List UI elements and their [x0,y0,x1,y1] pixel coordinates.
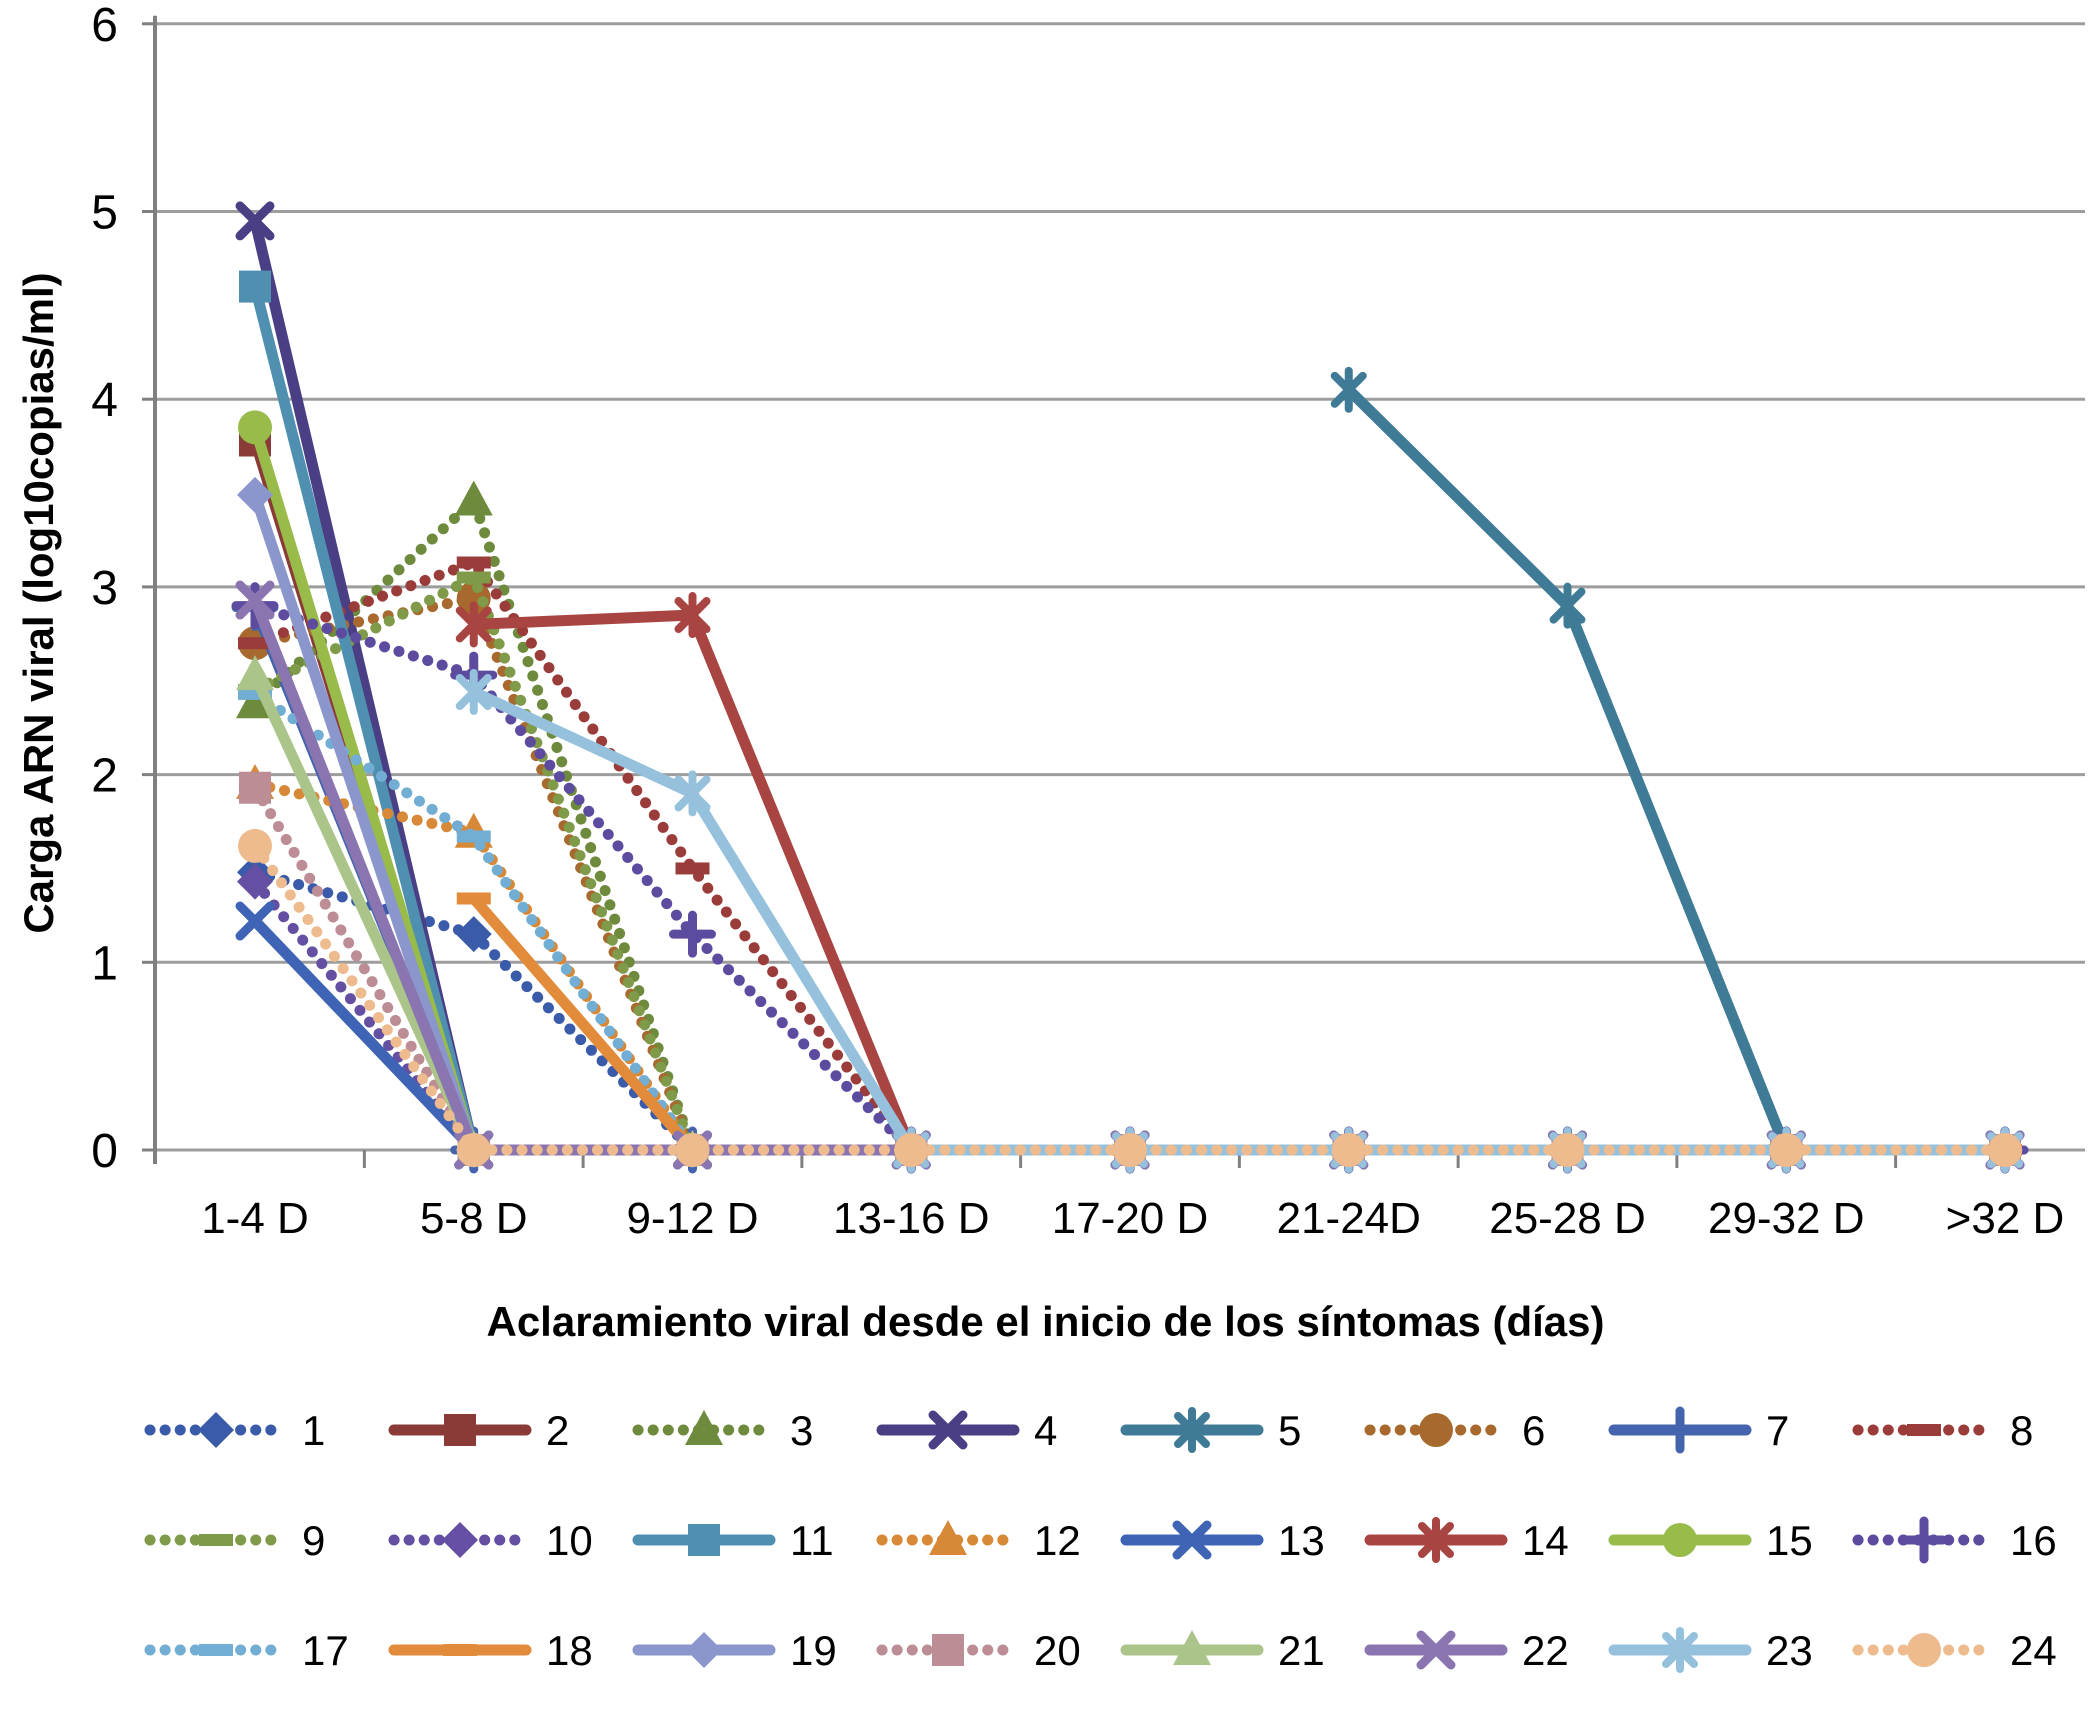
legend-label-3: 3 [790,1407,813,1454]
y-axis-title: Carga ARN viral (log10copias/ml) [15,272,62,934]
legend-item-18: 18 [388,1627,593,1674]
legend-label-5: 5 [1278,1407,1301,1454]
legend-item-7: 7 [1608,1406,1789,1454]
legend-item-6: 6 [1364,1407,1545,1454]
legend-item-11: 11 [632,1517,834,1564]
svg-text:13-16 D: 13-16 D [833,1194,990,1243]
x-tick-labels: 1-4 D 5-8 D 9-12 D 13-16 D 17-20 D 21-24D 25-2… [201,1194,2064,1243]
legend-item-8: 8 [1852,1407,2033,1454]
legend-label-21: 21 [1278,1627,1325,1674]
x-axis-title: Aclaramiento viral desde el inicio de lo… [486,1298,1605,1345]
legend-label-14: 14 [1522,1517,1569,1564]
legend-item-22: 22 [1364,1627,1569,1674]
svg-text:5-8 D: 5-8 D [420,1194,528,1243]
legend-label-8: 8 [2010,1407,2033,1454]
svg-text:2: 2 [91,750,118,803]
svg-text:1: 1 [91,937,118,990]
legend-item-16: 16 [1852,1516,2057,1564]
svg-text:>32 D: >32 D [1946,1194,2065,1243]
legend-label-12: 12 [1034,1517,1081,1564]
legend-item-12: 12 [876,1517,1081,1564]
legend-label-6: 6 [1522,1407,1545,1454]
legend-item-24: 24 [1852,1627,2057,1674]
legend-label-1: 1 [302,1407,325,1454]
series-24 [238,828,2022,1167]
legend-item-1: 1 [144,1407,325,1454]
legend-item-2: 2 [388,1407,569,1454]
legend-item-9: 9 [144,1517,325,1564]
legend-item-15: 15 [1608,1517,1813,1564]
svg-text:4: 4 [91,374,118,427]
legend-label-15: 15 [1766,1517,1813,1564]
legend-label-11: 11 [790,1517,834,1564]
svg-text:1-4 D: 1-4 D [201,1194,309,1243]
series-17 [238,687,2022,1156]
svg-text:29-32 D: 29-32 D [1708,1194,1865,1243]
svg-text:17-20 D: 17-20 D [1052,1194,1209,1243]
legend-label-24: 24 [2010,1627,2057,1674]
legend-item-19: 19 [632,1627,837,1674]
legend-label-7: 7 [1766,1407,1789,1454]
legend-item-20: 20 [876,1627,1081,1674]
svg-text:3: 3 [91,562,118,615]
legend-label-17: 17 [302,1627,349,1674]
legend-item-3: 3 [632,1407,813,1454]
series-14 [455,592,2023,1173]
legend-item-17: 17 [144,1627,349,1674]
legend-label-9: 9 [302,1517,325,1564]
legend-label-10: 10 [546,1517,593,1564]
gridlines [155,22,2085,1152]
series-10 [237,863,2023,1168]
legend-label-16: 16 [2010,1517,2057,1564]
legend-item-4: 4 [876,1407,1057,1454]
legend-item-13: 13 [1120,1517,1325,1564]
legend-item-14: 14 [1364,1517,1569,1564]
legend-label-23: 23 [1766,1627,1813,1674]
legend-item-21: 21 [1120,1627,1325,1674]
axes [142,15,1898,1168]
svg-text:0: 0 [91,1125,118,1178]
legend-label-4: 4 [1034,1407,1057,1454]
y-tick-labels: 0 1 2 3 4 5 6 [91,0,118,1178]
svg-text:25-28 D: 25-28 D [1489,1194,1646,1243]
legend-label-20: 20 [1034,1627,1081,1674]
series-5 [1330,366,2023,1173]
svg-text:6: 6 [91,0,118,52]
legend-label-22: 22 [1522,1627,1569,1674]
svg-text:21-24D: 21-24D [1277,1194,1421,1243]
series-15 [238,410,2022,1167]
svg-text:9-12 D: 9-12 D [626,1194,758,1243]
svg-text:5: 5 [91,187,118,240]
legend-item-5: 5 [1120,1407,1301,1454]
series-1 [237,854,2023,1168]
legend-label-13: 13 [1278,1517,1325,1564]
legend-label-19: 19 [790,1627,837,1674]
legend-label-2: 2 [546,1407,569,1454]
legend-item-23: 23 [1608,1627,1813,1674]
legend-item-10: 10 [388,1517,593,1564]
legend-label-18: 18 [546,1627,593,1674]
